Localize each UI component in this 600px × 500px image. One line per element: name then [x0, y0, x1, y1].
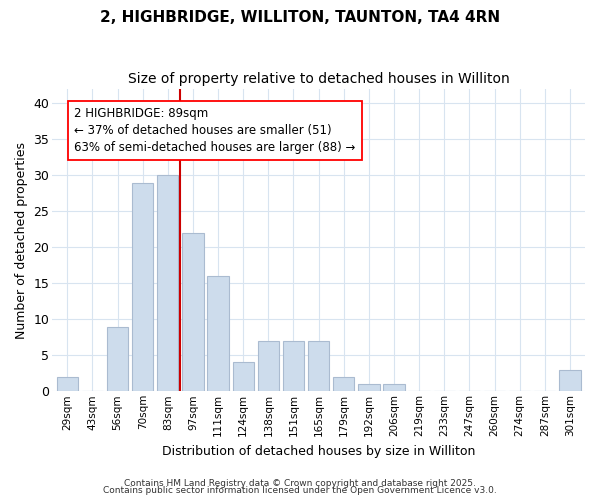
Bar [383, 384, 404, 392]
X-axis label: Distribution of detached houses by size in Williton: Distribution of detached houses by size … [162, 444, 475, 458]
Bar [257, 341, 279, 392]
Bar [283, 341, 304, 392]
Bar [358, 384, 380, 392]
Title: Size of property relative to detached houses in Williton: Size of property relative to detached ho… [128, 72, 509, 86]
Bar [56, 377, 78, 392]
Text: 2, HIGHBRIDGE, WILLITON, TAUNTON, TA4 4RN: 2, HIGHBRIDGE, WILLITON, TAUNTON, TA4 4R… [100, 10, 500, 25]
Bar [107, 326, 128, 392]
Bar [182, 233, 203, 392]
Bar [333, 377, 355, 392]
Bar [132, 182, 154, 392]
Bar [157, 176, 178, 392]
Bar [308, 341, 329, 392]
Text: Contains public sector information licensed under the Open Government Licence v3: Contains public sector information licen… [103, 486, 497, 495]
Text: Contains HM Land Registry data © Crown copyright and database right 2025.: Contains HM Land Registry data © Crown c… [124, 478, 476, 488]
Bar [233, 362, 254, 392]
Bar [559, 370, 581, 392]
Text: 2 HIGHBRIDGE: 89sqm
← 37% of detached houses are smaller (51)
63% of semi-detach: 2 HIGHBRIDGE: 89sqm ← 37% of detached ho… [74, 107, 356, 154]
Bar [208, 276, 229, 392]
Y-axis label: Number of detached properties: Number of detached properties [15, 142, 28, 338]
